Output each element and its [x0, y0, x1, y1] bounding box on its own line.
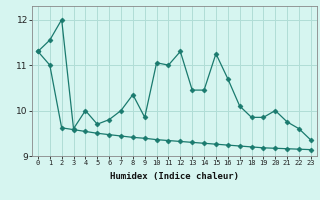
X-axis label: Humidex (Indice chaleur): Humidex (Indice chaleur) [110, 172, 239, 181]
